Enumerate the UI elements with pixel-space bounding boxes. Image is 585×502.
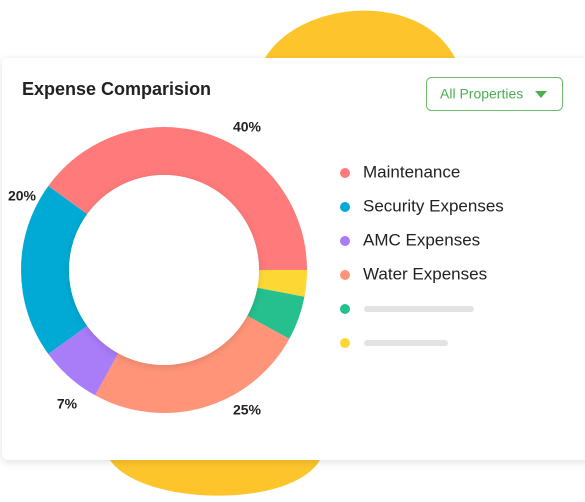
legend-placeholder bbox=[364, 340, 448, 346]
legend-dot bbox=[340, 338, 350, 348]
data-label: 40% bbox=[233, 119, 262, 135]
legend-label: Water Expenses bbox=[363, 264, 487, 283]
legend-dot bbox=[340, 168, 350, 178]
legend-dot bbox=[340, 304, 350, 314]
donut-segment bbox=[21, 185, 88, 355]
legend-label: Maintenance bbox=[363, 162, 460, 181]
chart-title: Expense Comparision bbox=[22, 79, 211, 99]
legend-dot bbox=[340, 202, 350, 212]
legend-label: Security Expenses bbox=[363, 196, 504, 215]
legend-placeholder bbox=[364, 306, 474, 312]
legend-dot bbox=[340, 236, 350, 246]
data-label: 7% bbox=[57, 396, 78, 412]
data-label: 25% bbox=[233, 402, 262, 418]
filter-button[interactable] bbox=[426, 77, 563, 111]
donut-segment bbox=[257, 270, 307, 297]
data-label: 20% bbox=[8, 188, 37, 204]
donut-segment bbox=[48, 325, 119, 396]
filter-label[interactable]: All Properties bbox=[440, 86, 523, 102]
legend-dot bbox=[340, 270, 350, 280]
background-blob bbox=[110, 460, 320, 496]
donut-segment bbox=[48, 126, 307, 270]
dropdown-arrow[interactable] bbox=[535, 91, 547, 98]
donut-hole bbox=[69, 175, 259, 365]
donut-segment bbox=[247, 287, 305, 339]
donut-segment bbox=[95, 315, 290, 413]
background-blob bbox=[265, 10, 455, 58]
legend-label: AMC Expenses bbox=[363, 230, 480, 249]
